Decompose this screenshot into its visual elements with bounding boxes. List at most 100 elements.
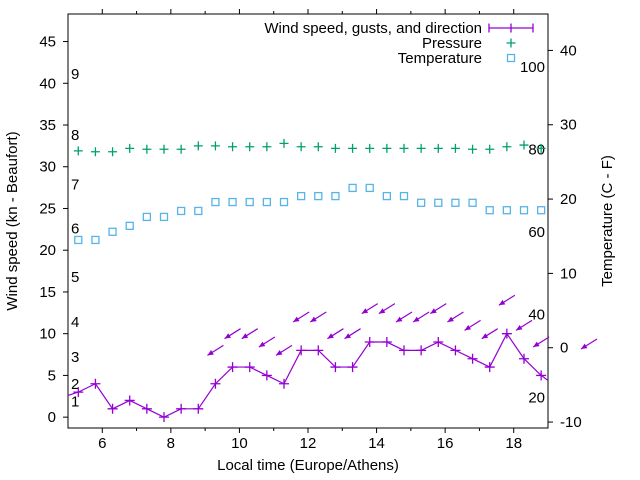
wind-point (519, 353, 529, 364)
y-right-tick-label: 40 (560, 42, 577, 59)
x-axis-title: Local time (Europe/Athens) (217, 457, 399, 474)
x-tick-label: 8 (167, 435, 175, 452)
fahrenheit-label: 60 (528, 224, 545, 241)
wind-point (484, 362, 495, 373)
y-left-tick-label: 25 (39, 200, 56, 217)
pressure-point (519, 140, 529, 150)
gust-arrow-head (533, 341, 540, 348)
wind-point (330, 362, 341, 373)
temperature-point (228, 197, 237, 207)
wind-point (261, 370, 272, 381)
legend-wind-sample (488, 23, 534, 33)
x-tick-label: 16 (437, 435, 454, 452)
wind-point (176, 403, 187, 414)
gust-arrow-head (224, 333, 232, 339)
fahrenheit-label: 80 (528, 142, 545, 159)
y-left-tick-label: 10 (39, 326, 56, 343)
temperature-point (399, 191, 409, 201)
fahrenheit-label: 100 (520, 59, 545, 76)
temperature-point (434, 198, 443, 207)
wind-point (279, 378, 289, 389)
gust-arrow-head (464, 324, 472, 331)
pressure-point (262, 142, 272, 152)
y-axis-title-left: Wind speed (kn - Beaufort) (4, 131, 21, 310)
pressure-point (90, 147, 100, 157)
legend: Wind speed, gusts, and direction Pressur… (264, 20, 534, 67)
temperature-point (262, 197, 272, 207)
y-left-tick-label: 0 (48, 409, 56, 426)
temperature-point (142, 212, 152, 222)
pressure-point (73, 146, 83, 156)
temperature-point (536, 206, 546, 215)
wind-point (381, 337, 392, 348)
wind-point (536, 370, 547, 381)
y-left-tick-label: 5 (48, 367, 56, 384)
gust-arrow-head (498, 299, 506, 306)
pressure-point (159, 144, 169, 154)
temperature-point (348, 183, 357, 193)
gust-arrow-head (378, 308, 386, 314)
gust-arrow-head (361, 308, 369, 314)
temperature-point (314, 191, 323, 201)
temperature-point (519, 206, 529, 215)
temperature-point (279, 197, 289, 207)
wind-point (107, 403, 118, 414)
pressure-point (536, 143, 546, 153)
gust-arrow-head (310, 316, 317, 322)
pressure-point (502, 142, 512, 152)
temperature-point (468, 198, 477, 207)
wind-point (141, 403, 152, 414)
pressure-point (416, 143, 426, 153)
y-right-tick-label: 20 (560, 191, 577, 208)
legend-label-temperature: Temperature (398, 50, 482, 67)
gust-arrow-head (430, 308, 437, 314)
temperature-point (91, 235, 100, 245)
wind-point (227, 362, 238, 373)
pressure-point (485, 144, 495, 154)
y-axis-title-right: Temperature (C - F) (599, 155, 616, 287)
temperature-point (159, 212, 169, 222)
pressure-point (433, 143, 443, 153)
pressure-point (108, 147, 118, 157)
temperature-point (365, 183, 374, 193)
beaufort-label: 8 (71, 127, 79, 144)
y-right-tick-label: -10 (560, 414, 582, 431)
gust-arrow-head (293, 316, 300, 322)
beaufort-label: 9 (71, 66, 79, 83)
temperature-point (74, 235, 83, 245)
pressure-point (176, 144, 186, 154)
temperature-point (502, 206, 512, 215)
pressure-point (125, 143, 135, 153)
wind-point (296, 345, 307, 356)
beaufort-label: 6 (71, 221, 79, 238)
pressure-point (210, 141, 220, 151)
legend-samples (488, 23, 534, 63)
pressure-point (365, 143, 375, 153)
temperature-point (331, 191, 340, 201)
y-left-tick-label: 15 (39, 284, 56, 301)
beaufort-label: 7 (71, 176, 79, 193)
wind-point (159, 412, 169, 423)
pressure-point (382, 143, 392, 153)
wind-point (73, 387, 84, 398)
wind-point (244, 362, 255, 373)
y-left-tick-label: 30 (39, 159, 56, 176)
beaufort-label: 1 (71, 393, 79, 410)
y-left-tick-label: 35 (39, 117, 56, 134)
gust-arrow-head (327, 333, 334, 339)
wind-point (364, 337, 375, 348)
gust-arrow-head (258, 341, 266, 348)
gust-arrow-head (344, 333, 352, 339)
wind-point (313, 345, 324, 356)
fahrenheit-label: 40 (528, 307, 545, 324)
pressure-point (279, 138, 289, 148)
wind-point (193, 403, 204, 414)
temperature-point (176, 206, 186, 216)
pressure-point (296, 142, 306, 152)
plot-layer: 6 8 10 12 14 16 18051015202530354045-100102030… (39, 9, 598, 452)
x-tick-label: 12 (300, 435, 317, 452)
temperature-point (416, 198, 426, 207)
plot-border (67, 13, 549, 429)
temperature-point (125, 221, 134, 230)
